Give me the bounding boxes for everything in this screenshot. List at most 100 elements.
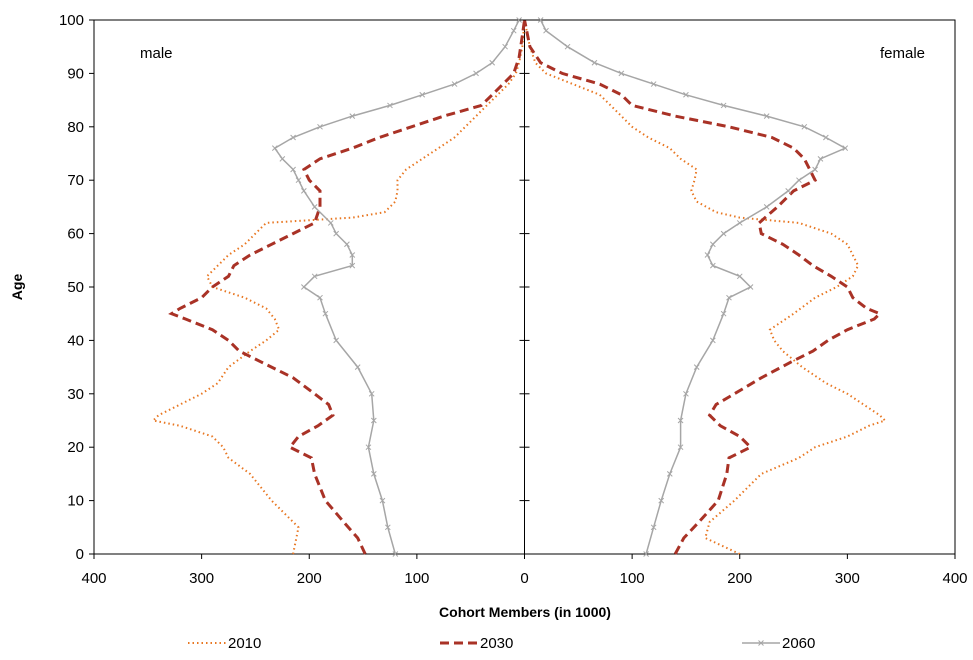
series-2060-male-marker-1 (384, 524, 391, 531)
marker-stroke-b (591, 59, 598, 66)
marker-stroke-b (301, 188, 307, 194)
series-2060-female-marker-34 (537, 17, 544, 23)
marker-stroke-b (822, 134, 829, 141)
marker-stroke-b (327, 220, 334, 226)
marker-stroke-b (354, 364, 361, 370)
series-2060-male-marker-21 (290, 166, 296, 173)
series-2060-female-marker-33 (543, 27, 549, 34)
legend-marker-b-2060 (758, 640, 764, 646)
marker-stroke-b (709, 241, 716, 248)
series-2060-male-marker-10 (317, 294, 323, 301)
marker-stroke-b (333, 230, 340, 237)
series-2030-female-line (523, 19, 883, 555)
series-2060-female-marker-28 (683, 91, 689, 98)
marker-stroke-b (344, 241, 350, 248)
x-tick-label-6: 200 (727, 570, 752, 587)
marker-stroke-b (537, 17, 544, 23)
ticks-layer: 0 10 20 30 40 50 60 70 80 90 100 400 300 200 100 0 100 20… (59, 12, 968, 587)
series-2060-male-marker-14 (349, 252, 356, 258)
series-2060-female-marker-0 (643, 551, 649, 557)
series-2060-female-marker-32 (564, 43, 571, 50)
series-2060-male-marker-9 (322, 310, 329, 317)
series-2060-male-marker-26 (349, 113, 356, 119)
series-2060-female-marker-12 (736, 273, 743, 280)
series-2060-female-marker-24 (822, 134, 829, 141)
series-2060-male-marker-34 (516, 17, 522, 23)
series-2060-female-marker-13 (709, 262, 716, 269)
series-2060-male-marker-15 (344, 241, 350, 248)
x-tick-label-7: 300 (835, 570, 860, 587)
marker-stroke-b (720, 230, 727, 237)
marker-stroke-b (683, 91, 689, 98)
y-tick-label-40: 40 (67, 332, 84, 349)
marker-stroke-b (785, 188, 792, 194)
marker-stroke-b (736, 273, 743, 280)
marker-stroke-b (279, 155, 286, 162)
series-2060-male-marker-3 (370, 471, 377, 477)
series-2060-male-marker-33 (510, 27, 517, 34)
x-tick-label-3: 100 (404, 570, 429, 587)
series-2060-male-marker-0 (392, 551, 399, 557)
marker-stroke-b (543, 27, 549, 34)
female-annotation: female (880, 45, 925, 62)
marker-stroke-b (564, 43, 571, 50)
y-tick-label-10: 10 (67, 493, 84, 510)
y-tick-label-50: 50 (67, 279, 84, 296)
series-2010-male-line (151, 19, 526, 555)
series-2060-male-marker-27 (387, 102, 393, 109)
series-2060-male-marker-30 (473, 70, 479, 77)
series-2060-female-marker-30 (618, 70, 625, 77)
marker-stroke-b (349, 113, 356, 119)
series-2060-female-marker-26 (763, 113, 770, 119)
series-2060-female-marker-21 (812, 166, 818, 173)
y-tick-label-80: 80 (67, 119, 84, 136)
marker-stroke-b (842, 145, 849, 152)
series-2060-female-marker-8 (709, 337, 716, 344)
marker-stroke-b (349, 252, 356, 258)
marker-stroke-b (502, 43, 508, 50)
x-tick-label-5: 100 (620, 570, 645, 587)
y-tick-label-0: 0 (76, 546, 84, 563)
series-2060-male-marker-23 (271, 145, 278, 152)
marker-stroke-b (419, 91, 426, 98)
marker-stroke-b (817, 155, 824, 162)
y-tick-label-60: 60 (67, 226, 84, 243)
marker-stroke-b (720, 310, 727, 317)
marker-stroke-b (333, 337, 340, 344)
series-2060-male-marker-6 (368, 390, 375, 397)
marker-stroke-b (709, 337, 716, 344)
series-2060-female-marker-16 (720, 230, 727, 237)
marker-stroke-b (489, 59, 496, 66)
series-2060-female-marker-7 (693, 364, 700, 370)
marker-stroke-b (322, 310, 329, 317)
series-2060-male-marker-5 (370, 417, 377, 424)
marker-stroke-b (317, 294, 323, 301)
marker-stroke-b (658, 497, 665, 504)
series-2030-male-line (168, 19, 526, 555)
series-2060-female-marker-3 (666, 471, 673, 477)
marker-stroke-b (801, 123, 808, 130)
series-2060-male-marker-32 (502, 43, 508, 50)
marker-stroke-b (666, 471, 673, 477)
marker-stroke-b (677, 444, 684, 451)
series-2060-female-marker-11 (747, 284, 754, 290)
x-tick-label-4: 0 (520, 570, 528, 587)
marker-stroke-b (650, 524, 657, 531)
series-2060-female-marker-4 (677, 444, 684, 451)
series-2060-male-marker-20 (295, 177, 302, 184)
series-layer (151, 17, 887, 557)
marker-stroke-b (379, 497, 386, 504)
y-tick-label-20: 20 (67, 439, 84, 456)
marker-stroke-b (349, 262, 356, 269)
series-2060-female-marker-19 (785, 188, 792, 194)
marker-stroke-b (812, 166, 818, 173)
legend-label-2010: 2010 (228, 635, 261, 652)
marker-stroke-b (290, 134, 296, 141)
marker-stroke-b (311, 204, 318, 210)
marker-stroke-b (704, 252, 711, 258)
series-2060-female-marker-29 (650, 81, 657, 87)
series-2060-female-marker-22 (817, 155, 824, 162)
series-2060-male-marker-8 (333, 337, 340, 344)
marker-stroke-b (290, 166, 296, 173)
